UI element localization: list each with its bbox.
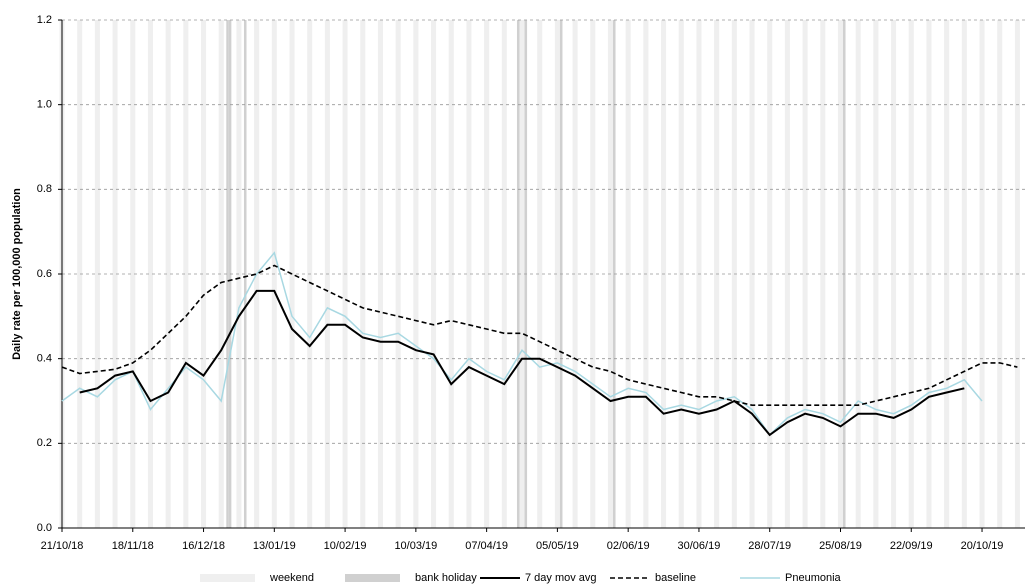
legend-swatch (200, 574, 255, 582)
legend-label: bank holiday (415, 572, 477, 584)
weekend-band (873, 20, 879, 528)
weekend-band (183, 20, 189, 528)
weekend-band (201, 20, 207, 528)
weekend-band (767, 20, 773, 528)
y-tick-label: 0.6 (37, 268, 52, 280)
legend-label: Pneumonia (785, 572, 842, 584)
series-line (61, 251, 983, 437)
weekend-band (554, 20, 560, 528)
weekend-band (77, 20, 83, 528)
legend-swatch (345, 574, 400, 582)
weekend-band (891, 20, 897, 528)
legend-label: 7 day mov avg (525, 572, 597, 584)
weekend-band (147, 20, 153, 528)
y-tick-label: 1.2 (37, 14, 52, 26)
weekend-band (784, 20, 790, 528)
bank-holiday-band (226, 20, 229, 528)
y-tick-label: 0.4 (37, 353, 52, 365)
x-tick-label: 02/06/19 (607, 540, 650, 552)
x-tick-label: 21/10/18 (41, 540, 84, 552)
x-tick-label: 20/10/19 (961, 540, 1004, 552)
weekend-band (130, 20, 136, 528)
weekend-band (855, 20, 861, 528)
x-tick-label: 07/04/19 (465, 540, 508, 552)
y-tick-label: 0.8 (37, 183, 52, 195)
y-tick-label: 0.0 (37, 522, 52, 534)
weekend-band (820, 20, 826, 528)
weekend-band (837, 20, 844, 528)
legend-label: weekend (269, 572, 314, 584)
series-line (79, 289, 965, 437)
weekend-band (908, 20, 914, 528)
y-tick-label: 1.0 (37, 99, 52, 111)
x-tick-label: 22/09/19 (890, 540, 933, 552)
weekend-band (431, 20, 437, 528)
x-tick-label: 13/01/19 (253, 540, 296, 552)
weekend-band (413, 20, 419, 528)
weekend-band (802, 20, 808, 528)
x-tick-label: 16/12/18 (182, 540, 225, 552)
y-tick-label: 0.2 (37, 437, 52, 449)
y-axis-title: Daily rate per 100,000 population (11, 188, 23, 360)
weekend-band (537, 20, 543, 528)
weekend-band (501, 20, 507, 528)
x-tick-label: 10/02/19 (324, 540, 367, 552)
x-tick-label: 05/05/19 (536, 540, 579, 552)
weekend-band (218, 20, 224, 528)
weekend-band (448, 20, 454, 528)
weekend-band (484, 20, 490, 528)
series-line (61, 264, 1018, 406)
weekend-band (112, 20, 118, 528)
x-tick-label: 10/03/19 (394, 540, 437, 552)
weekend-band (94, 20, 100, 528)
weekend-band (466, 20, 472, 528)
x-tick-label: 30/06/19 (678, 540, 721, 552)
x-tick-label: 28/07/19 (748, 540, 791, 552)
x-tick-label: 18/11/18 (112, 540, 154, 552)
weekend-band (519, 20, 525, 528)
legend-label: baseline (655, 572, 696, 584)
weekend-band (165, 20, 171, 528)
weekend-band (572, 20, 578, 528)
bank-holiday-band (243, 20, 247, 528)
x-tick-label: 25/08/19 (819, 540, 862, 552)
